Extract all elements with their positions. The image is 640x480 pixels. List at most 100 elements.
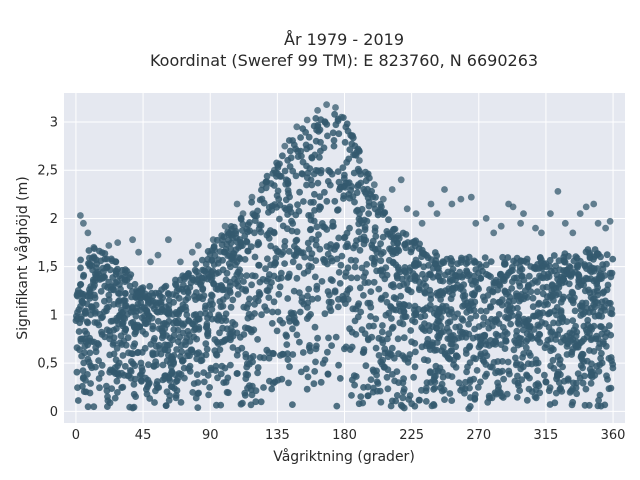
data-point: [74, 397, 82, 404]
data-point: [312, 358, 319, 366]
data-point: [324, 178, 332, 185]
data-point: [514, 313, 522, 321]
data-point: [566, 271, 574, 279]
data-point: [568, 401, 576, 409]
data-point: [379, 267, 387, 275]
data-point: [423, 340, 431, 347]
data-point: [555, 290, 563, 298]
data-point: [609, 364, 617, 372]
y-tick-label: 1: [50, 308, 58, 323]
data-point: [87, 380, 94, 387]
data-point: [119, 352, 127, 359]
data-point: [311, 190, 318, 198]
data-point: [370, 278, 378, 286]
data-point: [520, 276, 528, 284]
data-point: [330, 137, 338, 144]
data-point: [145, 315, 152, 323]
data-point: [286, 147, 294, 155]
data-point: [247, 243, 255, 251]
data-point: [315, 231, 322, 239]
data-point: [343, 158, 351, 166]
data-point: [109, 285, 117, 293]
data-point: [276, 352, 284, 359]
data-point: [266, 377, 273, 385]
y-axis-title: Signifikant våghöjd (m): [14, 176, 31, 339]
data-point: [387, 233, 395, 241]
data-point: [542, 298, 550, 306]
data-point: [502, 313, 509, 321]
data-point: [308, 154, 316, 161]
data-point: [137, 294, 145, 302]
data-point: [586, 365, 594, 373]
data-point: [73, 368, 81, 376]
data-point: [595, 396, 602, 404]
data-point: [553, 304, 561, 311]
data-point: [162, 402, 170, 409]
data-point: [474, 383, 482, 391]
data-point: [393, 368, 401, 375]
data-point: [470, 291, 477, 299]
data-point: [471, 325, 478, 333]
data-point: [308, 295, 316, 303]
data-point: [466, 394, 474, 401]
data-point: [456, 323, 463, 330]
data-point: [79, 375, 87, 382]
data-point: [436, 309, 443, 316]
data-point: [510, 346, 518, 354]
data-point: [207, 364, 215, 372]
data-point: [247, 354, 254, 362]
data-point: [275, 195, 283, 203]
data-point: [596, 361, 604, 369]
data-point: [546, 401, 554, 408]
data-point: [560, 275, 567, 283]
data-point: [138, 377, 145, 385]
data-point: [307, 199, 315, 206]
data-point: [539, 274, 547, 282]
data-point: [290, 141, 298, 149]
data-point: [312, 257, 320, 264]
data-point: [430, 376, 438, 384]
data-point: [163, 332, 170, 339]
data-point: [494, 358, 502, 365]
data-point: [203, 345, 211, 353]
data-point: [243, 225, 251, 233]
data-point: [80, 219, 87, 227]
data-point: [136, 306, 144, 314]
data-point: [403, 279, 411, 287]
data-point: [315, 127, 322, 135]
data-point: [465, 253, 473, 261]
data-point: [307, 254, 315, 262]
data-point: [477, 378, 484, 386]
data-point: [569, 317, 577, 324]
data-point: [243, 238, 251, 245]
data-point: [375, 352, 383, 359]
data-point: [563, 351, 571, 358]
data-point: [369, 244, 376, 252]
data-point: [149, 322, 157, 330]
data-point: [114, 370, 121, 378]
data-point: [543, 341, 550, 348]
data-point: [378, 328, 386, 336]
data-point: [306, 347, 314, 355]
data-point: [428, 402, 436, 410]
data-point: [509, 305, 517, 312]
data-point: [373, 371, 380, 379]
data-point: [225, 260, 233, 267]
data-point: [497, 222, 505, 230]
data-point: [579, 364, 586, 372]
data-point: [586, 347, 593, 354]
data-point: [367, 313, 374, 320]
data-point: [436, 364, 444, 372]
data-point: [204, 248, 212, 255]
data-point: [225, 389, 232, 397]
data-point: [400, 404, 408, 412]
data-point: [239, 220, 247, 228]
data-point: [303, 181, 310, 189]
data-point: [509, 266, 516, 274]
x-tick-label: 225: [399, 428, 424, 443]
data-point: [149, 351, 157, 359]
data-point: [311, 273, 319, 281]
data-point: [105, 242, 113, 249]
data-point: [199, 295, 207, 303]
data-point: [539, 284, 547, 291]
